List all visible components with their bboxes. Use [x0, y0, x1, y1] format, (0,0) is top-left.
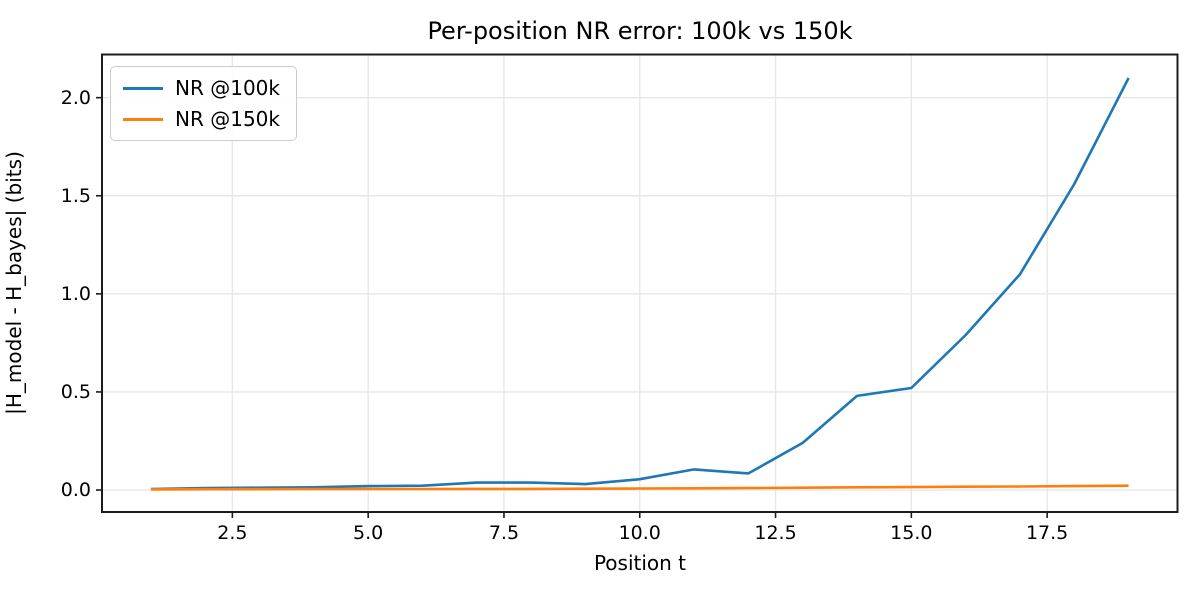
legend-item-nr-100k: NR @100k: [123, 76, 280, 100]
legend: NR @100k NR @150k: [110, 66, 297, 141]
y-tick-label: 1.5: [60, 184, 91, 207]
x-tick-label: 15.0: [890, 522, 933, 544]
y-tick-label: 1.0: [60, 282, 91, 305]
legend-swatch-nr-100k-line-icon: [123, 86, 163, 90]
y-tick-label: 2.0: [60, 86, 91, 109]
chart-title: Per-position NR error: 100k vs 150k: [427, 17, 853, 45]
x-tick-label: 17.5: [1025, 522, 1069, 544]
x-tick-label: 5.0: [353, 522, 384, 544]
y-tick-label: 0.0: [60, 479, 91, 502]
x-axis-label: Position t: [593, 551, 687, 575]
x-tick-label: 7.5: [488, 522, 520, 544]
x-tick-label: 10.0: [618, 522, 661, 544]
legend-label-nr-100k: NR @100k: [175, 76, 280, 100]
legend-swatch-nr-150k-line-icon: [123, 117, 163, 121]
x-tick-label: 12.5: [754, 522, 797, 544]
series-line-nr-100k: [150, 77, 1130, 491]
y-tick-label: 0.5: [60, 380, 91, 403]
plot-frame: [101, 53, 1179, 513]
x-tick-label: 2.5: [217, 522, 248, 544]
series-line-nr-150k: [150, 484, 1129, 491]
legend-label-nr-150k: NR @150k: [175, 107, 280, 131]
legend-item-nr-150k: NR @150k: [123, 107, 280, 131]
